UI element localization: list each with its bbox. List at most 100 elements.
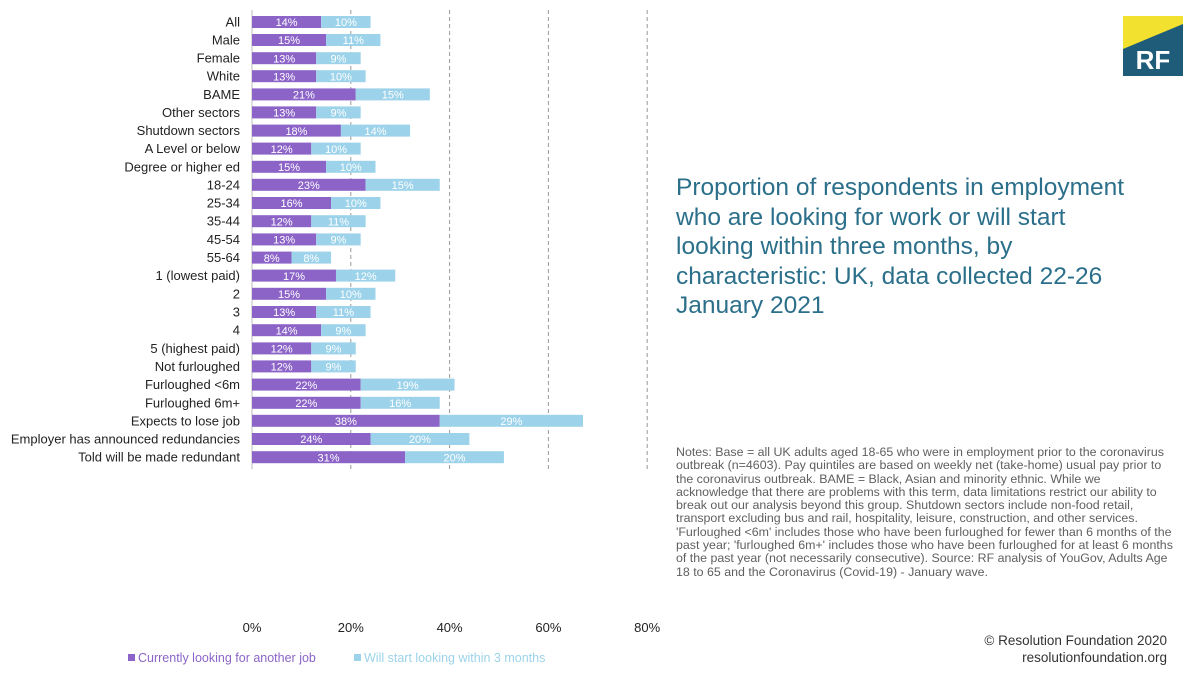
x-tick-label: 40%	[437, 620, 463, 635]
bar-currently-looking	[252, 360, 312, 373]
bar-will-start-looking	[311, 215, 366, 228]
category-label: A Level or below	[145, 141, 241, 156]
bar-currently-looking	[252, 34, 327, 46]
category-label: 4	[233, 323, 240, 338]
data-label-will-start-looking: 9%	[326, 362, 342, 374]
data-label-currently-looking: 23%	[298, 180, 320, 192]
chart-title: Proportion of respondents in employment …	[676, 174, 1125, 319]
data-label-currently-looking: 13%	[273, 71, 295, 83]
data-label-will-start-looking: 10%	[345, 198, 367, 210]
data-label-will-start-looking: 12%	[355, 271, 377, 283]
bar-currently-looking	[252, 396, 361, 409]
bar-will-start-looking	[340, 124, 411, 137]
bar-will-start-looking	[326, 160, 376, 173]
category-label: Expects to lose job	[131, 413, 240, 428]
category-label: Shutdown sectors	[137, 123, 241, 138]
data-label-will-start-looking: 29%	[500, 416, 522, 428]
data-label-currently-looking: 14%	[276, 325, 298, 337]
data-label-will-start-looking: 11%	[343, 35, 364, 47]
data-label-currently-looking: 14%	[276, 17, 298, 29]
data-label-currently-looking: 13%	[273, 108, 295, 120]
bar-will-start-looking	[360, 378, 455, 391]
data-label-will-start-looking: 11%	[333, 307, 354, 319]
data-label-currently-looking: 18%	[285, 126, 307, 138]
data-label-will-start-looking: 11%	[328, 216, 349, 228]
bar-will-start-looking	[326, 34, 381, 46]
data-label-currently-looking: 12%	[271, 144, 293, 156]
bar-will-start-looking	[316, 106, 361, 119]
category-label: Degree or higher ed	[124, 159, 240, 174]
category-label: All	[226, 15, 241, 30]
category-label: 3	[233, 305, 240, 320]
bar-currently-looking	[252, 124, 341, 137]
logo-yellow-band	[1123, 16, 1183, 49]
data-label-currently-looking: 31%	[318, 452, 340, 464]
bar-currently-looking	[252, 106, 317, 119]
data-label-currently-looking: 22%	[295, 398, 317, 410]
bar-will-start-looking	[405, 451, 504, 464]
data-label-will-start-looking: 20%	[444, 452, 466, 464]
data-label-will-start-looking: 14%	[364, 126, 386, 138]
data-label-currently-looking: 16%	[281, 198, 303, 210]
data-label-currently-looking: 8%	[264, 253, 280, 265]
bar-will-start-looking	[291, 251, 332, 264]
category-label: White	[207, 69, 240, 84]
category-label: Female	[197, 51, 240, 66]
category-label: Told will be made redundant	[78, 450, 240, 465]
bar-will-start-looking	[355, 88, 430, 101]
category-label: Male	[212, 33, 240, 48]
category-label: Furloughed <6m	[145, 377, 240, 392]
bar-currently-looking	[252, 433, 371, 445]
bar-currently-looking	[252, 324, 322, 337]
bar-will-start-looking	[439, 414, 583, 427]
bar-currently-looking	[252, 215, 312, 228]
data-label-currently-looking: 17%	[283, 271, 305, 283]
bar-will-start-looking	[360, 396, 440, 409]
category-label: Employer has announced redundancies	[11, 432, 241, 447]
bar-currently-looking	[252, 306, 317, 318]
data-label-currently-looking: 12%	[271, 362, 293, 374]
copyright-text: © Resolution Foundation 2020	[984, 633, 1167, 648]
data-label-currently-looking: 12%	[271, 344, 293, 356]
category-label: 2	[233, 286, 240, 301]
bar-currently-looking	[252, 233, 317, 246]
data-label-currently-looking: 15%	[278, 289, 300, 301]
data-label-will-start-looking: 9%	[326, 344, 342, 356]
data-label-currently-looking: 38%	[335, 416, 357, 428]
legend: Currently looking for another job Will st…	[128, 651, 545, 665]
data-label-will-start-looking: 9%	[330, 53, 346, 65]
category-label: 18-24	[207, 177, 240, 192]
website-text[interactable]: resolutionfoundation.org	[1022, 650, 1167, 665]
bar-currently-looking	[252, 451, 406, 464]
data-label-will-start-looking: 16%	[389, 398, 411, 410]
data-label-will-start-looking: 9%	[330, 108, 346, 120]
data-label-will-start-looking: 9%	[330, 235, 346, 247]
logo-text: RF	[1136, 45, 1171, 75]
bar-currently-looking	[252, 52, 317, 65]
x-tick-label: 80%	[634, 620, 660, 635]
data-label-will-start-looking: 20%	[409, 434, 431, 446]
bar-currently-looking	[252, 160, 327, 173]
chart-notes: Notes: Base = all UK adults aged 18-65 w…	[676, 445, 1173, 579]
bar-will-start-looking	[316, 70, 366, 83]
bar-currently-looking	[252, 378, 361, 391]
data-label-currently-looking: 13%	[273, 235, 295, 247]
data-label-will-start-looking: 15%	[382, 90, 404, 102]
bar-will-start-looking	[335, 269, 396, 282]
category-label: Other sectors	[162, 105, 241, 120]
bar-currently-looking	[252, 269, 336, 282]
bar-will-start-looking	[316, 233, 361, 246]
data-label-currently-looking: 15%	[278, 162, 300, 174]
footer: © Resolution Foundation 2020 resolutionf…	[984, 632, 1167, 666]
category-label: Furloughed 6m+	[145, 395, 240, 410]
category-label: 1 (lowest paid)	[155, 268, 240, 283]
bar-will-start-looking	[316, 52, 361, 65]
bar-will-start-looking	[311, 342, 356, 355]
data-label-currently-looking: 13%	[273, 307, 295, 319]
data-label-currently-looking: 22%	[295, 380, 317, 392]
data-label-currently-looking: 24%	[300, 434, 322, 446]
bar-will-start-looking	[370, 433, 470, 445]
data-label-will-start-looking: 10%	[330, 71, 352, 83]
legend-label: Will start looking within 3 months	[364, 651, 545, 665]
data-label-currently-looking: 13%	[273, 53, 295, 65]
